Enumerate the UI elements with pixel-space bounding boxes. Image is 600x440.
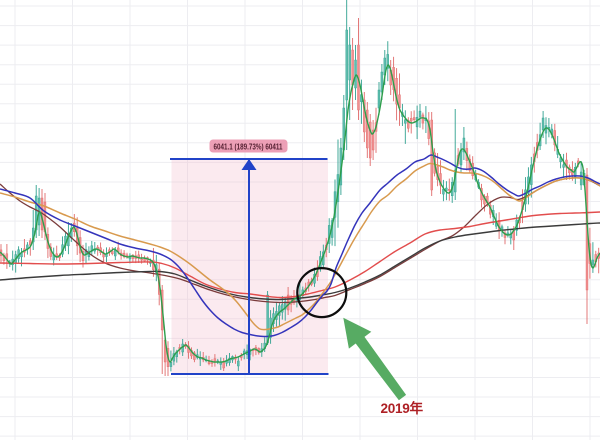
svg-text:6041.1 (189.73%) 60411: 6041.1 (189.73%) 60411 bbox=[214, 141, 283, 151]
svg-text:2019年: 2019年 bbox=[381, 400, 424, 416]
